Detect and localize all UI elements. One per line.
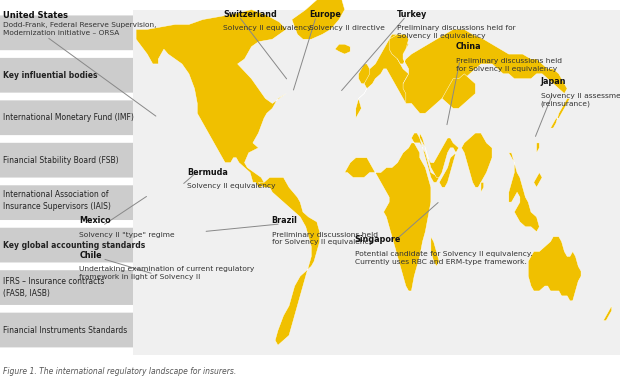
Polygon shape (358, 64, 370, 84)
Polygon shape (0, 100, 620, 135)
Text: United States: United States (3, 11, 68, 20)
Text: Singapore: Singapore (355, 235, 401, 244)
Polygon shape (534, 173, 542, 187)
Text: Mexico: Mexico (79, 216, 111, 225)
Text: Preliminary discussions held
for Solvency II equivalency: Preliminary discussions held for Solvenc… (272, 232, 378, 245)
Text: Solvency II assessment
(reinsurance): Solvency II assessment (reinsurance) (541, 93, 620, 107)
Text: Brazil: Brazil (272, 216, 298, 225)
Polygon shape (292, 0, 345, 39)
Polygon shape (0, 270, 620, 305)
Polygon shape (461, 133, 492, 187)
Text: IFRS – Insurance contracts
(FASB, IASB): IFRS – Insurance contracts (FASB, IASB) (3, 277, 105, 298)
Polygon shape (389, 29, 567, 113)
Polygon shape (528, 237, 581, 301)
Polygon shape (0, 185, 620, 220)
Polygon shape (136, 10, 286, 187)
Polygon shape (536, 143, 539, 153)
Text: Solvency II directive: Solvency II directive (309, 25, 384, 31)
Polygon shape (0, 58, 620, 93)
Polygon shape (442, 74, 476, 108)
Polygon shape (481, 183, 484, 192)
Polygon shape (431, 237, 439, 266)
Text: Preliminary discussions held
for Solvency II equivalency: Preliminary discussions held for Solvenc… (456, 58, 562, 72)
Text: International Monetary Fund (IMF): International Monetary Fund (IMF) (3, 113, 134, 122)
Polygon shape (335, 44, 350, 54)
Text: Undertaking examination of current regulatory
framework in light of Solvency II: Undertaking examination of current regul… (79, 266, 255, 280)
Text: Europe: Europe (309, 10, 340, 19)
Polygon shape (345, 133, 439, 291)
Text: Solvency II equivalency: Solvency II equivalency (223, 25, 312, 31)
Text: Preliminary discussions held for
Solvency II equivalency: Preliminary discussions held for Solvenc… (397, 25, 515, 39)
Bar (133, 10, 620, 355)
Polygon shape (0, 15, 620, 50)
Text: Key global accounting standards: Key global accounting standards (3, 240, 145, 250)
Polygon shape (0, 228, 620, 262)
Text: Chile: Chile (79, 251, 102, 260)
Text: Financial Stability Board (FSB): Financial Stability Board (FSB) (3, 156, 118, 165)
Text: China: China (456, 42, 481, 51)
Text: Switzerland: Switzerland (223, 10, 277, 19)
Polygon shape (420, 133, 459, 187)
Text: Financial Instruments Standards: Financial Instruments Standards (3, 325, 127, 335)
Text: Dodd-Frank, Federal Reserve Supervision,
Modernization initiative – ORSA: Dodd-Frank, Federal Reserve Supervision,… (3, 22, 156, 36)
Text: Key influential bodies: Key influential bodies (3, 71, 97, 80)
Polygon shape (0, 143, 620, 178)
Text: Japan: Japan (541, 77, 566, 86)
Polygon shape (509, 153, 539, 232)
Text: Turkey: Turkey (397, 10, 427, 19)
Polygon shape (259, 178, 320, 345)
Polygon shape (356, 34, 412, 118)
Polygon shape (551, 98, 570, 128)
Polygon shape (603, 306, 612, 320)
Text: International Association of
Insurance Supervisors (IAIS): International Association of Insurance S… (3, 190, 111, 211)
Text: Potential candidate for Solvency II equivalency.
Currently uses RBC and ERM-type: Potential candidate for Solvency II equi… (355, 251, 532, 265)
Text: Solvency II equivalency: Solvency II equivalency (187, 183, 276, 190)
Text: Solvency II "type" regime: Solvency II "type" regime (79, 232, 175, 238)
Polygon shape (0, 313, 620, 347)
Text: Figure 1. The international regulatory landscape for insurers.: Figure 1. The international regulatory l… (3, 367, 236, 376)
Text: Bermuda: Bermuda (187, 168, 228, 177)
